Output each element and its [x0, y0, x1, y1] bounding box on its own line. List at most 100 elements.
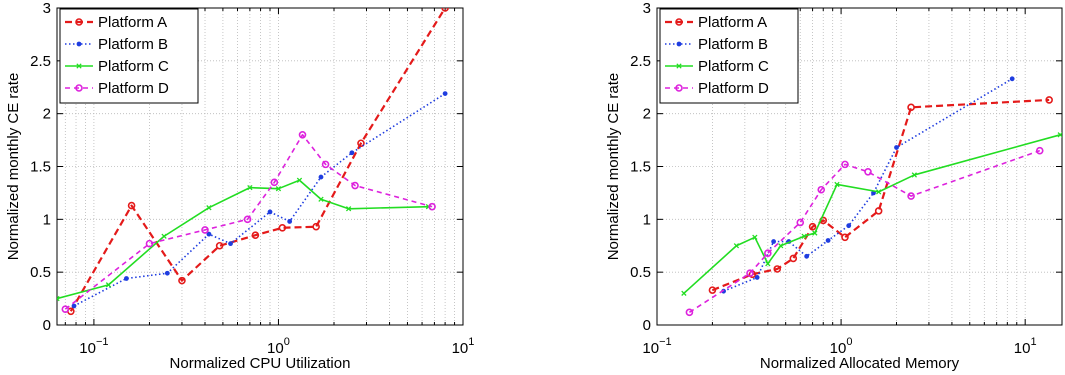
data-point-platform-c — [161, 233, 167, 239]
series-platform-d — [685, 146, 1044, 317]
y-tick-label: 1 — [43, 211, 51, 228]
legend-marker-platform-a — [75, 18, 83, 26]
y-tick-label: 2.5 — [30, 53, 51, 70]
x-tick-label: 101 — [1014, 336, 1037, 357]
data-point-platform-c — [812, 230, 818, 236]
data-point-platform-c — [296, 177, 303, 183]
data-point-platform-b — [349, 150, 355, 156]
data-point-platform-a — [357, 139, 365, 148]
y-tick-label: 0.5 — [630, 264, 651, 281]
data-point-platform-c — [911, 172, 918, 178]
data-point-platform-d — [298, 131, 307, 139]
data-point-platform-b — [846, 223, 852, 229]
legend: Platform A Platform B Platform C Platform D — [59, 8, 199, 104]
data-point-platform-c — [345, 206, 352, 212]
data-point-platform-d — [817, 185, 826, 194]
data-point-platform-d — [428, 202, 436, 211]
legend: Platform A Platform B Platform C Platform D — [659, 8, 799, 104]
series-line-platform-c — [683, 134, 1061, 294]
data-point-platform-d — [61, 305, 70, 313]
data-point-platform-a — [789, 254, 798, 263]
y-axis-label: Normalized monthly CE rate — [5, 73, 22, 261]
data-point-platform-d — [201, 226, 209, 234]
data-point-platform-d — [351, 181, 359, 190]
data-point-platform-a — [312, 222, 320, 231]
legend-label-platform-c: Platform C — [698, 58, 769, 75]
data-point-platform-b — [894, 145, 899, 150]
data-point-platform-d — [321, 160, 330, 169]
y-tick-label: 3 — [643, 0, 651, 17]
y-tick-label: 0 — [43, 317, 51, 334]
data-point-platform-c — [801, 233, 807, 239]
data-point-platform-d — [764, 249, 772, 257]
data-point-platform-b — [206, 231, 212, 237]
data-point-platform-a — [773, 265, 782, 273]
data-point-platform-c — [765, 261, 771, 267]
cpu-utilization-chart: 10−1 100 101 0 0.5 1 1.5 2 2.5 3 Normalized CPU Ut… — [5, 0, 474, 372]
data-point-platform-c — [57, 295, 60, 302]
data-point-platform-b — [1009, 76, 1015, 82]
y-tick-label: 0 — [643, 317, 651, 334]
data-point-platform-a — [127, 201, 136, 210]
data-point-platform-b — [71, 303, 77, 309]
y-tick-label: 0.5 — [30, 264, 51, 281]
data-point-platform-a — [1045, 96, 1053, 104]
data-point-platform-a — [874, 207, 883, 215]
legend-label-platform-a: Platform A — [98, 14, 167, 31]
series-platform-b — [721, 76, 1015, 294]
data-point-platform-d — [685, 308, 694, 317]
data-point-platform-c — [778, 243, 784, 249]
series-line-platform-a — [69, 8, 447, 312]
data-point-platform-d — [841, 160, 849, 169]
y-tick-label: 1.5 — [630, 159, 651, 176]
data-point-platform-d — [243, 215, 252, 224]
data-point-platform-d — [270, 178, 279, 187]
data-point-platform-b — [228, 241, 233, 247]
x-tick-label: 10−1 — [79, 336, 108, 357]
legend-label-platform-a: Platform A — [698, 14, 767, 31]
legend-marker-platform-d — [75, 84, 83, 92]
data-point-platform-b — [318, 174, 324, 180]
legend-marker-platform-a — [675, 18, 683, 26]
legend-marker-platform-d — [675, 84, 683, 92]
data-point-platform-c — [876, 189, 882, 195]
data-point-platform-b — [825, 238, 831, 243]
data-point-platform-b — [287, 219, 293, 224]
data-point-platform-c — [1057, 132, 1062, 138]
data-point-platform-c — [247, 184, 253, 191]
data-point-platform-c — [752, 234, 758, 240]
y-tick-label: 2.5 — [630, 53, 651, 70]
series-line-platform-d — [64, 134, 433, 310]
data-point-platform-b — [771, 239, 777, 244]
data-point-platform-d — [864, 167, 872, 176]
x-tick-label: 100 — [830, 336, 853, 357]
data-point-platform-c — [318, 196, 324, 202]
grid — [656, 7, 1062, 326]
legend-label-platform-b: Platform B — [698, 36, 768, 53]
data-point-platform-b — [267, 209, 273, 215]
legend-label-platform-d: Platform D — [98, 80, 169, 97]
legend-label-platform-d: Platform D — [698, 80, 769, 97]
x-tick-label: 100 — [267, 336, 290, 357]
data-point-platform-c — [206, 205, 212, 211]
legend-label-platform-c: Platform C — [98, 58, 169, 75]
x-axis-label: Normalized CPU Utilization — [170, 355, 351, 372]
y-tick-label: 2 — [643, 106, 651, 123]
data-point-platform-a — [178, 276, 186, 285]
data-point-platform-c — [834, 181, 840, 188]
x-axis-label: Normalized Allocated Memory — [760, 355, 960, 372]
data-point-platform-b — [754, 275, 760, 280]
legend-marker-platform-b — [676, 41, 682, 47]
data-point-platform-b — [124, 276, 129, 281]
data-point-platform-a — [251, 231, 260, 239]
data-point-platform-c — [681, 290, 687, 296]
data-point-platform-a — [708, 286, 717, 294]
x-tick-label: 101 — [452, 336, 475, 357]
data-point-platform-c — [275, 186, 282, 192]
allocated-memory-chart: 10−1 100 101 0 0.5 1 1.5 2 2.5 3 Normalized Alloca… — [605, 0, 1063, 372]
y-axis-label: Normalized monthly CE rate — [605, 73, 622, 261]
data-point-platform-a — [808, 222, 817, 231]
y-tick-label: 3 — [43, 0, 51, 17]
data-point-platform-d — [746, 269, 754, 278]
